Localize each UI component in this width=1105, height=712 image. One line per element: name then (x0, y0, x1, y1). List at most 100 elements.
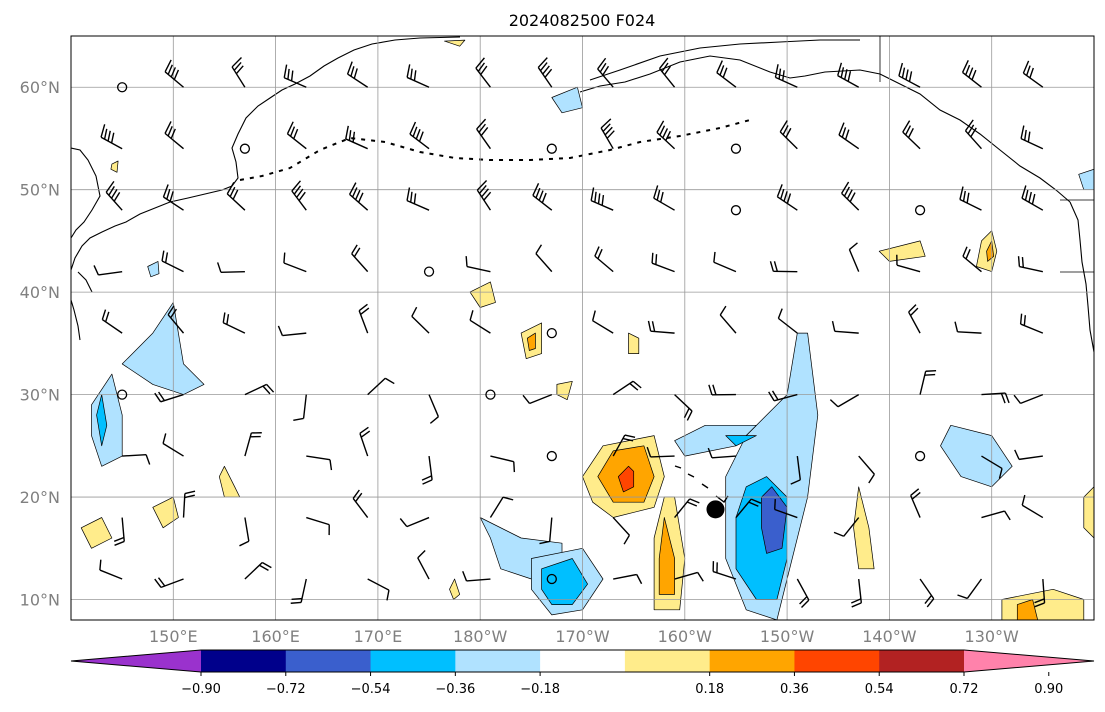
wind-barb (774, 499, 798, 519)
lat-tick-label: 60°N (20, 78, 60, 97)
calm-wind-circle (730, 143, 742, 154)
contour-region (80, 517, 113, 549)
wind-barb (981, 510, 1011, 521)
wind-barb (829, 393, 860, 408)
wind-barb (1034, 578, 1046, 608)
lat-tick-label: 50°N (20, 181, 60, 200)
lat-tick-label: 20°N (20, 488, 60, 507)
colorbar-tick-label: 0.36 (780, 682, 809, 697)
calm-wind-circle (423, 266, 435, 277)
contour-region (96, 394, 108, 447)
wind-barb (346, 61, 369, 88)
contour-region (853, 486, 875, 570)
colorbar-tick-label: 0.54 (865, 682, 894, 697)
wind-barb (774, 64, 798, 88)
colorbar-segment (455, 650, 541, 672)
colorbar-segment (201, 650, 287, 672)
calm-wind-circle (117, 389, 128, 400)
wind-barb (522, 393, 553, 405)
colorbar-segment (370, 650, 456, 672)
wind-barb (961, 60, 982, 88)
latitude-axis: 10°N 20°N 30°N 40°N 50°N 60°N (20, 78, 60, 609)
colorbar-tick-label: −0.90 (181, 682, 221, 697)
wind-barb (981, 392, 1010, 404)
calm-wind-circle (914, 450, 926, 462)
wind-barb (283, 64, 307, 88)
lon-tick-label: 160°W (658, 627, 713, 646)
wind-barb (779, 120, 798, 150)
wind-barb (352, 489, 369, 518)
wind-barb (713, 251, 737, 273)
wind-barb (532, 183, 553, 211)
contour-region (1016, 599, 1039, 620)
colorbar-segment (624, 650, 711, 672)
colorbar-segment (709, 650, 795, 672)
wind-barb (406, 64, 430, 88)
wind-barb (154, 577, 184, 589)
wind-barb (898, 62, 921, 88)
wind-barb (768, 390, 798, 402)
map-panel (70, 35, 1095, 621)
wind-barb (244, 561, 272, 580)
contour-region (526, 332, 536, 351)
wind-barb (716, 60, 737, 88)
contour-region (444, 39, 466, 47)
wind-barb (239, 517, 250, 547)
colorbar-segment (540, 650, 626, 672)
wind-barb (964, 119, 982, 150)
calm-wind-circle (546, 143, 557, 154)
wind-barb (244, 383, 275, 396)
longitude-axis: 150°E 160°E 170°E 180°W 170°W 160°W 150°W 140°W… (149, 627, 1019, 646)
wind-barb (651, 252, 675, 273)
wind-barb (908, 304, 921, 334)
wind-barb (351, 244, 369, 273)
wind-barb (656, 120, 676, 150)
calm-wind-circle (730, 205, 742, 216)
wind-barb (674, 498, 700, 518)
wind-barb (537, 57, 553, 88)
lat-tick-label: 40°N (20, 283, 60, 302)
map-frame (70, 35, 1095, 621)
contour-region (1083, 486, 1094, 539)
wind-barb (421, 455, 433, 485)
wind-barb (769, 261, 798, 273)
colorbar-segment (285, 650, 372, 672)
wind-barb (591, 310, 614, 334)
lon-tick-label: 180°W (453, 627, 508, 646)
wind-barb (358, 303, 370, 334)
figure-title: 2024082500 F024 (509, 11, 656, 30)
wind-barb (838, 122, 860, 150)
wind-barb (154, 391, 184, 403)
wind-barb (841, 181, 860, 211)
wind-barb (707, 447, 737, 459)
contour-region (152, 496, 179, 529)
wind-barb (902, 120, 921, 150)
wind-barb (777, 308, 798, 334)
calm-wind-circle (485, 389, 496, 400)
wind-barb (1017, 256, 1043, 273)
japan-coastline (71, 271, 93, 341)
wind-barb (462, 570, 491, 582)
wind-barb (858, 455, 875, 484)
wind-barb (597, 57, 614, 88)
colorbar: −0.90 −0.72 −0.54 −0.36 −0.18 0.18 0.36 0.54 0.7… (70, 649, 1095, 697)
wind-barb (674, 571, 704, 582)
wind-barb (954, 321, 982, 334)
wind-barb (465, 256, 491, 273)
lon-tick-label: 150°W (760, 627, 815, 646)
wind-barb (1021, 185, 1044, 211)
wind-barb (594, 246, 614, 273)
contour-region (147, 261, 160, 278)
colorbar-segment (794, 650, 880, 672)
wind-barb (837, 62, 860, 88)
wind-barb (122, 453, 151, 465)
contour-region (121, 302, 205, 395)
lon-tick-label: 170°E (354, 627, 403, 646)
wind-barb (367, 578, 390, 601)
colorbar-tick-label: −0.54 (351, 682, 391, 697)
wind-barb (981, 455, 1003, 479)
north-america-west-coast (1069, 201, 1094, 353)
wind-barb (417, 549, 430, 580)
colorbar-segment (879, 650, 965, 672)
wind-barb (1021, 494, 1044, 519)
